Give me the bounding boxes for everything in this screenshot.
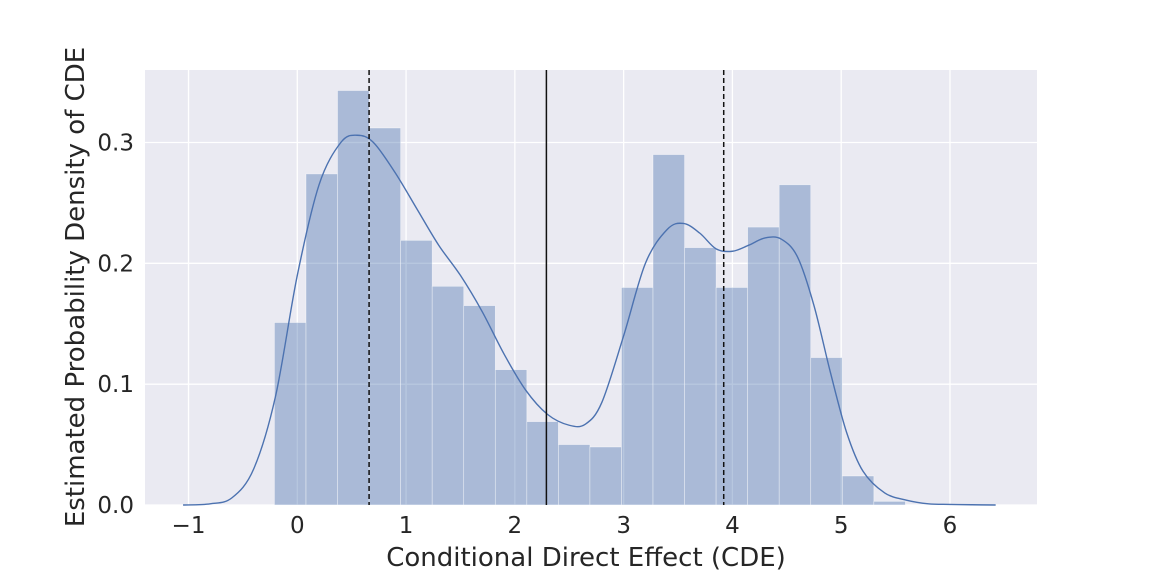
x-tick-label-7: 6	[943, 513, 958, 539]
histogram-bar-16	[778, 184, 812, 506]
histogram-bar-2	[337, 90, 370, 506]
x-tick-label-5: 4	[725, 513, 740, 539]
histogram-bar-6	[463, 305, 496, 506]
x-tick-label-0: −1	[172, 513, 206, 539]
histogram-bar-9	[558, 444, 591, 506]
histogram-bar-10	[589, 446, 622, 506]
x-tick-label-3: 2	[508, 513, 523, 539]
x-tick-label-1: 0	[290, 513, 305, 539]
y-tick-labels: 0.0 0.1 0.2 0.3	[97, 131, 134, 520]
histogram-bar-13	[684, 247, 717, 506]
histogram-bar-19	[873, 501, 906, 506]
kde-curve-group	[183, 134, 996, 506]
y-axis-title: Estimated Probability Density of CDE	[61, 47, 91, 527]
histogram-bar-11	[621, 287, 654, 506]
y-tick-label-3: 0.3	[97, 131, 134, 157]
histogram-bar-1	[305, 173, 338, 506]
histogram-bar-15	[747, 226, 780, 506]
histogram-bar-5	[431, 285, 465, 506]
x-tick-labels: −1 0 1 2 3 4 5 6	[172, 513, 958, 539]
kde-curve	[183, 134, 996, 506]
histogram-bar-18	[841, 475, 875, 506]
histogram-bar-17	[810, 357, 843, 506]
x-tick-label-6: 5	[834, 513, 849, 539]
y-tick-label-2: 0.2	[97, 251, 134, 277]
histogram-bar-14	[715, 287, 748, 506]
x-tick-label-2: 1	[399, 513, 414, 539]
histogram-bar-3	[368, 127, 401, 506]
histogram-bar-12	[652, 154, 685, 506]
y-tick-label-0: 0.0	[97, 493, 134, 519]
x-axis-title: Conditional Direct Effect (CDE)	[386, 543, 786, 573]
histogram-bar-0	[274, 322, 307, 506]
histogram-bar-8	[526, 421, 559, 506]
y-tick-label-1: 0.1	[97, 372, 134, 398]
histogram-bar-4	[400, 240, 433, 506]
reference-lines	[368, 70, 725, 505]
histogram-bar-7	[494, 369, 528, 506]
x-tick-label-4: 3	[616, 513, 631, 539]
histogram-bars	[274, 90, 906, 506]
